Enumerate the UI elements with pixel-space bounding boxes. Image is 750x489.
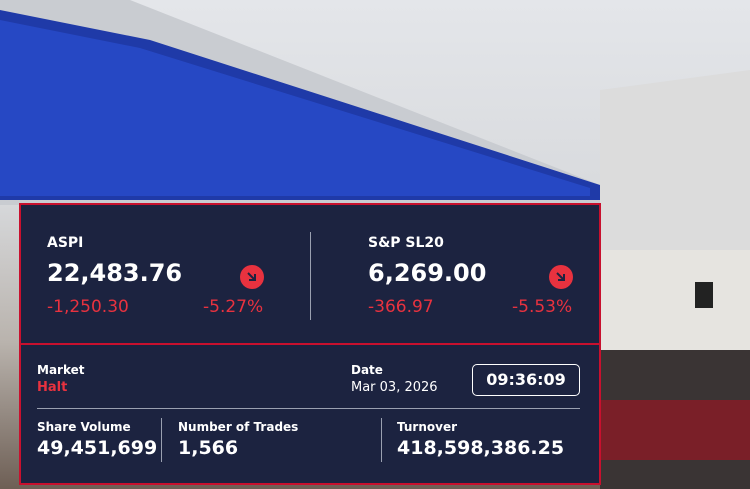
stat-value: 1,566 bbox=[178, 437, 239, 459]
stat-label: Number of Trades bbox=[178, 420, 299, 434]
date-value: Mar 03, 2026 bbox=[351, 380, 438, 395]
index-value: 22,483.76 bbox=[47, 259, 183, 287]
stat-label: Share Volume bbox=[37, 420, 131, 434]
index-value: 6,269.00 bbox=[368, 259, 487, 287]
divider bbox=[161, 418, 162, 462]
index-change: -366.97 bbox=[368, 297, 434, 317]
index-name: ASPI bbox=[47, 235, 84, 251]
divider bbox=[381, 418, 382, 462]
market-label: Market bbox=[37, 363, 85, 377]
divider bbox=[310, 232, 311, 320]
index-change: -1,250.30 bbox=[47, 297, 129, 317]
divider bbox=[19, 343, 599, 345]
index-change-percent: -5.27% bbox=[203, 297, 264, 317]
stat-value: 418,598,386.25 bbox=[397, 437, 565, 459]
stat-label: Turnover bbox=[397, 420, 457, 434]
divider bbox=[37, 408, 580, 409]
date-label: Date bbox=[351, 363, 383, 377]
index-name: S&P SL20 bbox=[368, 235, 444, 251]
stat-value: 49,451,699 bbox=[37, 437, 158, 459]
market-status: Halt bbox=[37, 380, 68, 395]
down-icon bbox=[549, 265, 573, 289]
index-change-percent: -5.53% bbox=[512, 297, 573, 317]
down-icon bbox=[240, 265, 264, 289]
clock: 09:36:09 bbox=[472, 364, 580, 396]
